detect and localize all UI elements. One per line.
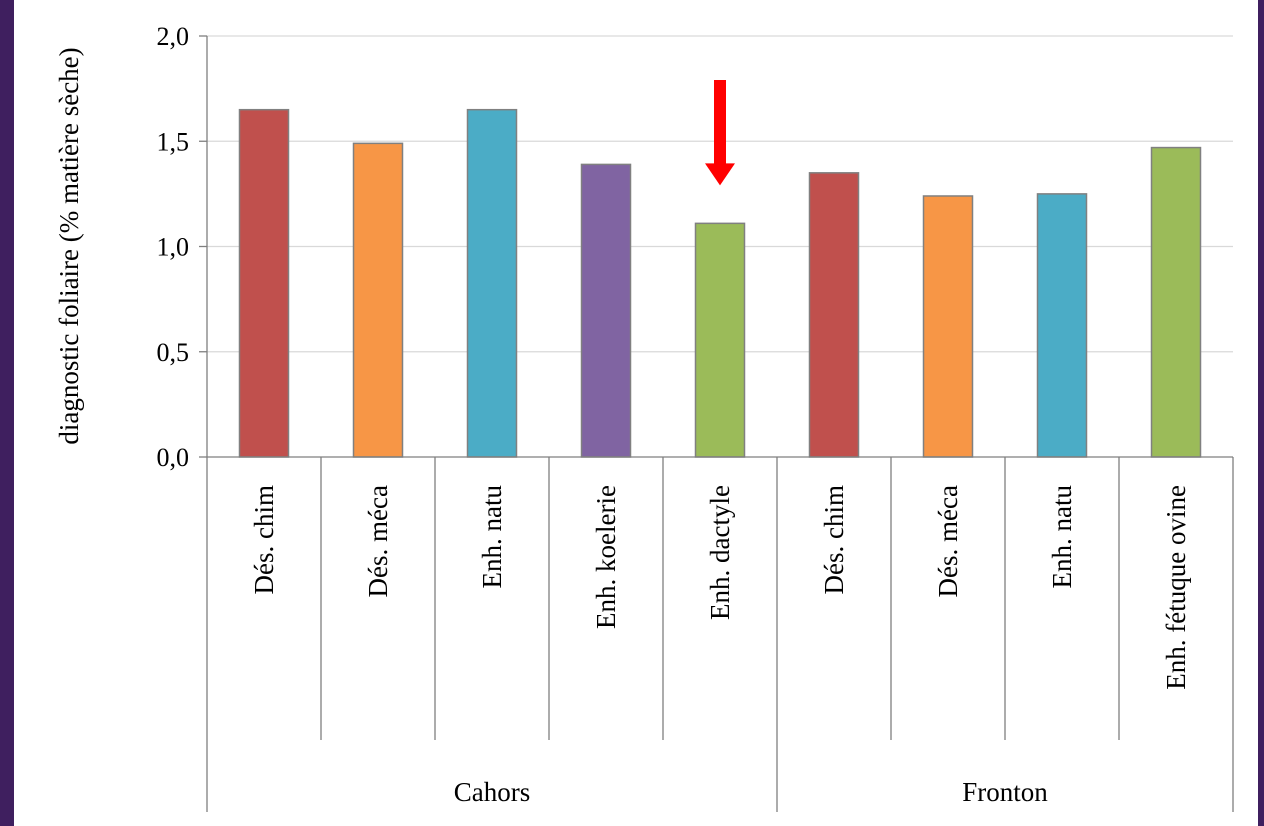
y-tick-label: 2,0 [157,22,190,51]
group-label: Cahors [454,777,531,807]
category-label: Dés. méca [363,485,393,597]
axes [199,35,1234,812]
bar [466,108,518,458]
bar [808,172,860,458]
category-label: Dés. méca [933,485,963,597]
bar [238,108,290,458]
category-label: Enh. fétuque ovine [1161,485,1191,690]
category-label: Dés. chim [819,485,849,594]
arrow-annotation-shaft [714,80,726,166]
category-labels: Dés. chim Dés. méca Enh. natu Enh. koelerie… [249,485,1191,690]
y-tick-label: 1,0 [157,233,190,262]
bar [580,163,632,458]
chart-frame: 0,0 0,5 1,0 1,5 2,0 Dés. chim Dés. méca Enh. n… [14,0,1258,826]
y-tick-label: 1,5 [157,127,190,156]
bar [694,222,746,458]
bar [922,195,974,458]
group-labels: Cahors Fronton [454,777,1049,807]
bar-chart: 0,0 0,5 1,0 1,5 2,0 Dés. chim Dés. méca Enh. n… [54,22,1234,812]
category-label: Enh. dactyle [705,485,735,620]
bar [1150,146,1202,458]
category-label: Dés. chim [249,485,279,594]
bar [1036,193,1088,458]
category-label: Enh. natu [477,485,507,589]
arrow-annotation-head [705,163,735,186]
category-label: Enh. koelerie [591,485,621,629]
category-label: Enh. natu [1047,485,1077,589]
y-tick-labels: 0,0 0,5 1,0 1,5 2,0 [157,22,190,472]
bar [352,142,404,458]
y-tick-label: 0,5 [157,338,190,367]
annotations [705,80,735,186]
group-label: Fronton [962,777,1048,807]
y-axis-label: diagnostic foliaire (% matière sèche) [54,47,84,444]
y-tick-label: 0,0 [157,443,190,472]
